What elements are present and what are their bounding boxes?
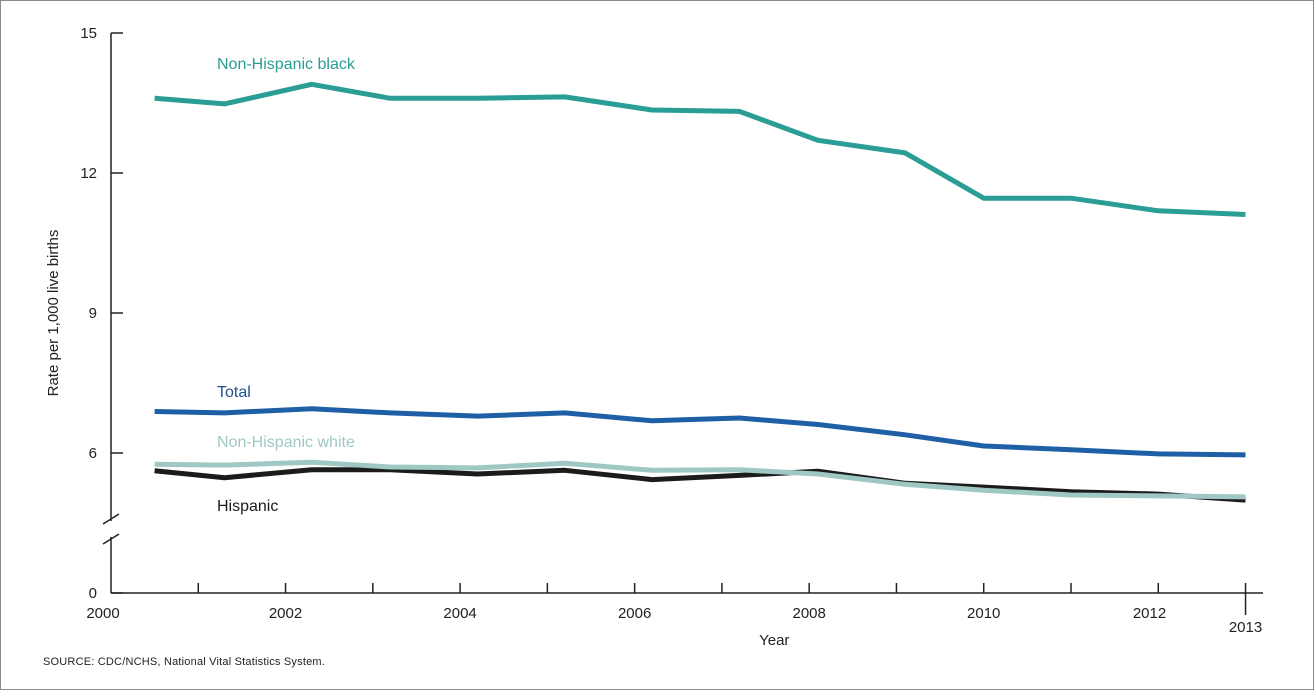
- source-note: SOURCE: CDC/NCHS, National Vital Statist…: [43, 656, 326, 668]
- y-axis-title: Rate per 1,000 live births: [45, 230, 62, 397]
- series-label-hispanic: Hispanic: [217, 498, 278, 515]
- series-line-total: [154, 406, 1246, 458]
- series-labels: Non-Hispanic black Total Non-Hispanic whit…: [217, 56, 356, 515]
- series-lines: [154, 81, 1246, 503]
- x-axis-title: Year: [759, 632, 789, 649]
- x-tick-label: 2000: [86, 605, 119, 622]
- x-tick-label: 2006: [618, 605, 651, 622]
- y-tick-label: 15: [80, 25, 97, 42]
- y-axis-break-mark-top: [102, 513, 120, 525]
- y-tick-label: 6: [89, 445, 97, 462]
- x-tick-label: 2013: [1229, 619, 1262, 636]
- y-axis-break-mark-bottom: [102, 533, 120, 545]
- series-line-hispanic: [154, 467, 1246, 503]
- y-tick-label: 9: [89, 305, 97, 322]
- y-tick-label: 0: [89, 585, 97, 602]
- x-tick-label: 2010: [967, 605, 1000, 622]
- y-tick-label: 12: [80, 165, 97, 182]
- axes: 0 6 9 12 15 2000 2002 2004 2006 2008 2010 2012 2013 Y…: [45, 25, 1263, 649]
- x-tick-label: 2008: [792, 605, 825, 622]
- x-tick-label: 2004: [443, 605, 476, 622]
- series-label-non-hispanic-white: Non-Hispanic white: [217, 434, 355, 451]
- x-tick-label: 2012: [1133, 605, 1166, 622]
- series-line-non-hispanic-black: [154, 81, 1246, 217]
- series-line-non-hispanic-white: [154, 459, 1246, 500]
- series-label-total: Total: [217, 384, 251, 401]
- series-label-non-hispanic-black: Non-Hispanic black: [217, 56, 356, 73]
- x-tick-label: 2002: [269, 605, 302, 622]
